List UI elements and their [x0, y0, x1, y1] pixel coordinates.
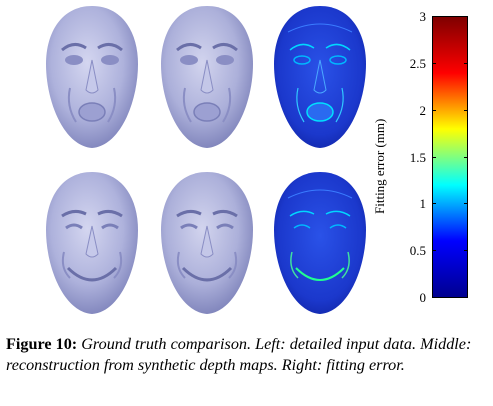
- error-heatmap: [274, 6, 366, 148]
- face-error-row-1: [268, 2, 372, 152]
- colorbar-tick-mark: [464, 109, 468, 111]
- colorbar-tick-mark: [432, 62, 436, 64]
- colorbar-tick-mark: [432, 203, 436, 205]
- colorbar-tick-mark: [432, 156, 436, 158]
- face-render-neutral: [46, 6, 138, 148]
- colorbar-tick-mark: [464, 297, 468, 298]
- colorbar-tick-label: 0.5: [409, 243, 426, 259]
- face-render-neutral: [161, 6, 253, 148]
- colorbar-tick-mark: [464, 16, 468, 17]
- face-reconstruction-row-2: [155, 168, 259, 318]
- face-reconstruction-row-1: [155, 2, 259, 152]
- face-render-smile: [46, 172, 138, 314]
- figure: Fitting error (mm) 3 2.5 2 1.5 1 0.5 0: [40, 0, 493, 320]
- face-render-smile: [161, 172, 253, 314]
- colorbar-tick-mark: [464, 156, 468, 158]
- colorbar-tick-mark: [464, 62, 468, 64]
- error-heatmap: [274, 172, 366, 314]
- colorbar-tick-label: 2: [419, 102, 427, 118]
- colorbar-gradient: [432, 16, 468, 298]
- figure-number: Figure 10:: [6, 335, 78, 353]
- colorbar-tick-mark: [464, 250, 468, 252]
- colorbar: Fitting error (mm) 3 2.5 2 1.5 1 0.5 0: [370, 0, 493, 320]
- colorbar-tick-mark: [432, 16, 436, 17]
- colorbar-tick-label: 2.5: [409, 55, 426, 71]
- face-input-row-2: [40, 168, 144, 318]
- caption-text: Ground truth comparison. Left: detailed …: [6, 335, 472, 374]
- colorbar-tick-label: 3: [419, 9, 427, 24]
- colorbar-tick-label: 1: [419, 196, 427, 212]
- colorbar-tick-mark: [464, 203, 468, 205]
- face-error-row-2: [268, 168, 372, 318]
- colorbar-tick-mark: [432, 250, 436, 252]
- colorbar-tick-mark: [432, 297, 436, 298]
- face-input-row-1: [40, 2, 144, 152]
- colorbar-tick-mark: [432, 109, 436, 111]
- colorbar-tick-label: 1.5: [409, 149, 426, 165]
- figure-caption: Figure 10: Ground truth comparison. Left…: [6, 334, 492, 376]
- colorbar-tick-label: 0: [419, 290, 427, 305]
